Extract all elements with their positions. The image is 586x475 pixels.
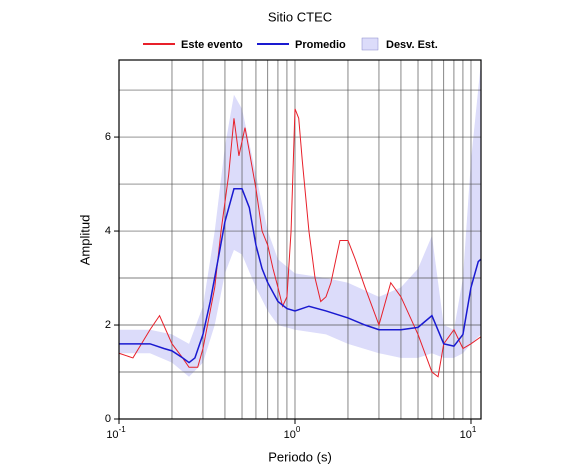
x-tick-label: 100	[284, 425, 301, 441]
data-line	[118, 108, 482, 378]
x-axis-label: Periodo (s)	[268, 449, 332, 464]
y-tick-label: 0	[105, 413, 111, 425]
x-tick-exponent: -1	[119, 425, 127, 434]
x-tick-base: 10	[284, 429, 296, 441]
legend: Este evento Promedio Desv. Est.	[143, 37, 438, 51]
x-tick-base: 10	[106, 429, 118, 441]
x-tick-exponent: 0	[296, 425, 301, 434]
plot-frame	[118, 59, 482, 420]
legend-swatch	[361, 37, 379, 51]
legend-label: Desv. Est.	[386, 39, 438, 51]
legend-label: Este evento	[181, 39, 243, 51]
x-tick-exponent: 1	[472, 425, 477, 434]
y-tick-label: 2	[105, 319, 111, 331]
x-tick-label: 101	[460, 425, 477, 441]
y-axis-label: Amplitud	[77, 215, 92, 266]
chart-title: Sitio CTEC	[268, 9, 332, 24]
std-band	[119, 61, 481, 377]
x-tick-base: 10	[460, 429, 472, 441]
y-tick-label: 6	[105, 131, 111, 143]
x-tick-label: 10-1	[106, 425, 126, 441]
plot-area	[118, 59, 482, 420]
data-line	[119, 188, 482, 364]
legend-label: Promedio	[295, 39, 346, 51]
y-tick-label: 4	[105, 225, 111, 237]
